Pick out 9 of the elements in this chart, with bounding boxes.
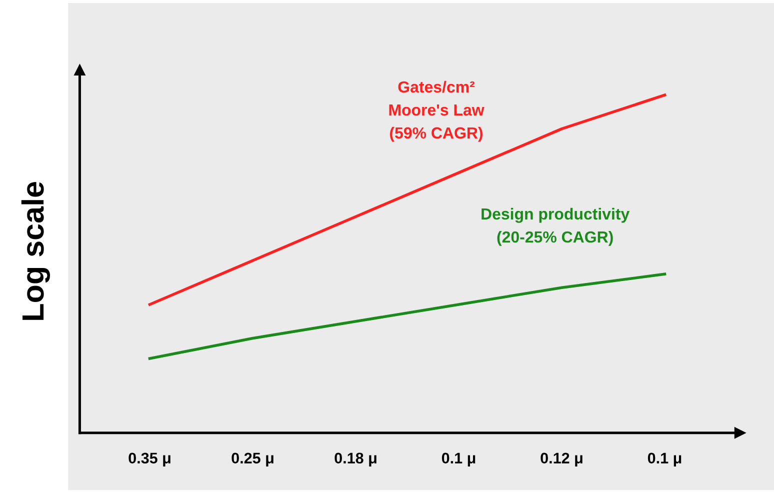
x-tick-label: 0.12 μ xyxy=(540,452,582,466)
y-axis-title: Log scale xyxy=(21,182,50,320)
x-tick-label: 0.1 μ xyxy=(648,452,682,466)
text: Design productivity (20-25% CAGR) xyxy=(482,208,630,246)
x-tick-label: 0.35 μ xyxy=(128,452,170,466)
x-tick-label: 0.1 μ xyxy=(442,452,476,466)
x-tick-label: 0.25 μ xyxy=(232,452,274,466)
x-tick-label: 0.18 μ xyxy=(334,452,376,466)
series-label: Gates/cm² Moore's Law (59% CAGR) xyxy=(389,80,484,142)
